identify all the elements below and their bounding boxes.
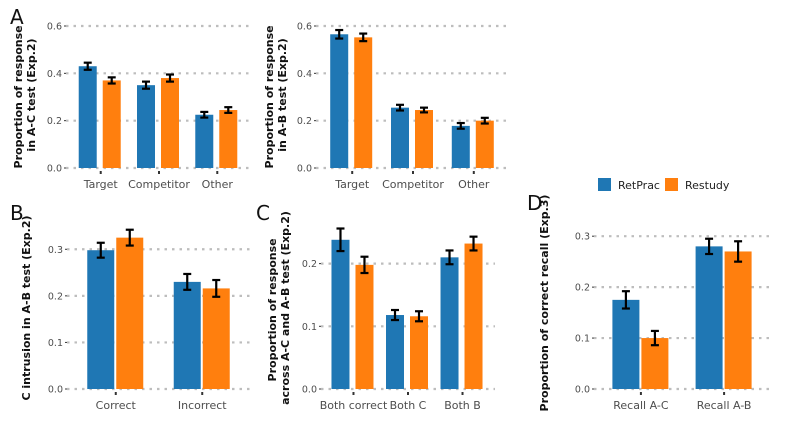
y-tick-label: 0.0 xyxy=(297,164,312,175)
panel-label-c: C xyxy=(256,201,270,225)
legend-label-restudy: Restudy xyxy=(685,179,730,192)
ylabel-b-line1: C intrusion in A-B test (Exp.2) xyxy=(20,215,33,400)
ylabel-d-line1: Proportion of correct recall (Exp.3) xyxy=(538,195,551,412)
bar-retprac-competitor xyxy=(391,107,409,168)
plot-b: 0.0 0.1 0.2 0.3 Correct Incorrect xyxy=(48,228,251,412)
ylabel-d: Proportion of correct recall (Exp.3) xyxy=(538,195,551,412)
bar-restudy-both-b xyxy=(464,243,483,389)
x-tick-label: Target xyxy=(334,178,370,191)
bar-restudy-correct xyxy=(116,237,144,389)
ylabel-a1-line2: in A-C test (Exp.2) xyxy=(25,38,38,151)
bar-retprac-correct xyxy=(87,250,115,389)
y-tick-label: 0.2 xyxy=(297,116,312,127)
y-tick-label: 0.0 xyxy=(575,385,590,396)
x-tick-label: Competitor xyxy=(128,178,190,191)
bar-retprac-both-correct xyxy=(331,239,350,389)
ylabel-c-line1: Proportion of response xyxy=(266,238,279,381)
x-tick-label: Both B xyxy=(444,399,481,412)
ylabel-c: Proportion of response across A-C and A-… xyxy=(266,211,292,405)
ylabel-a2: Proportion of response in A-B test (Exp.… xyxy=(263,22,289,169)
y-tick-label: 0.0 xyxy=(47,164,62,175)
bar-retprac-recall-a-b xyxy=(695,246,723,389)
x-tick-label: Competitor xyxy=(382,178,444,191)
y-tick-label: 0.2 xyxy=(575,283,590,294)
y-tick-label: 0.2 xyxy=(48,291,63,302)
bar-restudy-recall-a-b xyxy=(724,251,752,389)
panel-label-b: B xyxy=(10,201,24,225)
ylabel-a2-line1: Proportion of response xyxy=(263,25,276,168)
bar-retprac-incorrect xyxy=(173,281,201,389)
x-tick-label: Other xyxy=(458,178,490,191)
y-tick-label: 0.3 xyxy=(48,245,63,256)
plot-d: 0.0 0.1 0.2 0.3 Recall A-C Recall A-B xyxy=(575,232,771,412)
bar-restudy-other xyxy=(219,110,238,168)
x-tick-label: Incorrect xyxy=(178,399,227,412)
plot-c: 0.0 0.1 0.2 Both correct Both C Both B xyxy=(302,227,495,412)
ylabel-c-line2: across A-C and A-B test (Exp.2) xyxy=(279,211,292,405)
y-tick-label: 0.2 xyxy=(47,116,62,127)
y-tick-label: 0.3 xyxy=(575,232,590,243)
x-tick-label: Recall A-B xyxy=(697,399,752,412)
y-tick-label: 0.6 xyxy=(297,22,312,33)
x-tick-label: Other xyxy=(202,178,234,191)
legend-label-retprac: RetPrac xyxy=(618,179,660,192)
bar-restudy-competitor xyxy=(161,78,179,168)
bar-retprac-both-b xyxy=(440,257,459,389)
y-tick-label: 0.4 xyxy=(47,69,62,80)
x-tick-label: Target xyxy=(83,178,119,191)
x-tick-label: Correct xyxy=(96,399,137,412)
bar-restudy-competitor xyxy=(415,110,433,168)
bar-retprac-both-c xyxy=(386,315,404,389)
legend-swatch-retprac xyxy=(598,178,611,191)
y-tick-label: 0.0 xyxy=(302,385,317,396)
x-tick-label: Both correct xyxy=(320,399,388,412)
bar-restudy-recall-a-c xyxy=(641,338,669,389)
y-tick-label: 0.6 xyxy=(47,22,62,33)
plot-a2: 0.0 0.2 0.4 0.6 Target Competitor Other xyxy=(297,22,510,191)
ylabel-b: C intrusion in A-B test (Exp.2) xyxy=(20,215,33,400)
bar-retprac-other xyxy=(451,125,470,168)
bar-restudy-both-c xyxy=(410,316,428,389)
bar-retprac-target xyxy=(78,66,97,168)
bar-retprac-other xyxy=(195,114,214,168)
bar-restudy-target xyxy=(102,80,121,168)
panel-label-d: D xyxy=(527,191,542,215)
bar-restudy-incorrect xyxy=(202,288,230,389)
x-tick-label: Recall A-C xyxy=(613,399,669,412)
y-tick-label: 0.2 xyxy=(302,259,317,270)
ylabel-a2-line2: in A-B test (Exp.2) xyxy=(276,38,289,151)
bar-retprac-target xyxy=(330,34,349,169)
bar-restudy-other xyxy=(475,120,494,168)
ylabel-a1-line1: Proportion of response xyxy=(12,25,25,168)
legend: RetPrac Restudy xyxy=(598,178,730,192)
x-tick-label: Both C xyxy=(390,399,427,412)
legend-swatch-restudy xyxy=(665,178,678,191)
panel-label-a: A xyxy=(10,5,24,29)
bar-retprac-competitor xyxy=(137,85,155,168)
bar-restudy-both-correct xyxy=(355,264,374,389)
y-tick-label: 0.0 xyxy=(48,385,63,396)
ylabel-a1: Proportion of response in A-C test (Exp.… xyxy=(12,22,38,169)
y-tick-label: 0.1 xyxy=(48,338,63,349)
plot-a1: 0.0 0.2 0.4 0.6 Target Competitor Other xyxy=(47,22,252,191)
y-tick-label: 0.1 xyxy=(575,334,590,345)
y-tick-label: 0.1 xyxy=(302,322,317,333)
y-tick-label: 0.4 xyxy=(297,69,312,80)
bar-restudy-target xyxy=(354,37,373,168)
bar-retprac-recall-a-c xyxy=(612,299,640,389)
